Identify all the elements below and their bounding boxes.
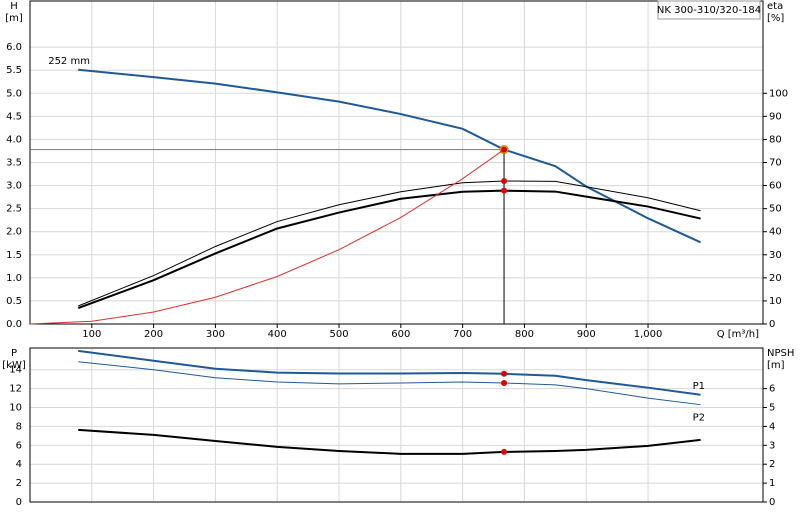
chart-title: NK 300-310/320-184 xyxy=(657,5,761,16)
x-tick-label: 1,000 xyxy=(634,329,663,340)
y-tick-label: 8 xyxy=(16,421,22,432)
x-tick-label: 400 xyxy=(268,329,287,340)
y2-tick-label: 90 xyxy=(769,111,782,122)
y2-tick-label: 4 xyxy=(769,421,775,432)
x-tick-label: 200 xyxy=(144,329,163,340)
series-line xyxy=(78,180,701,307)
x-tick-label: 500 xyxy=(329,329,348,340)
operating-point xyxy=(501,370,508,377)
y-tick-label: 1.5 xyxy=(6,250,22,261)
y2-tick-label: 6 xyxy=(769,384,775,395)
y-tick-label: 6 xyxy=(16,440,22,451)
y2-tick-label: 60 xyxy=(769,181,782,192)
y2-axis-title: NPSH xyxy=(767,348,794,359)
y2-tick-label: 40 xyxy=(769,227,782,238)
x-tick-label: 900 xyxy=(577,329,596,340)
y2-axis-unit: [%] xyxy=(767,13,784,24)
y-tick-label: 2 xyxy=(16,478,22,489)
y-tick-label: 10 xyxy=(9,403,22,414)
y2-tick-label: 0 xyxy=(769,319,775,330)
series-line xyxy=(78,68,701,244)
series-line xyxy=(78,428,701,455)
series-line xyxy=(78,349,701,396)
series-label: 252 mm xyxy=(48,56,90,67)
y2-tick-label: 5 xyxy=(769,403,775,414)
x-tick-label: 100 xyxy=(82,329,101,340)
series-line xyxy=(29,149,505,325)
series-line xyxy=(77,189,701,310)
y-tick-label: 0.5 xyxy=(6,296,22,307)
y2-tick-label: 10 xyxy=(769,296,782,307)
y2-tick-label: 30 xyxy=(769,250,782,261)
plot-frame xyxy=(29,347,764,503)
y2-tick-label: 20 xyxy=(769,273,782,284)
y-tick-label: 3.0 xyxy=(6,181,22,192)
y2-tick-label: 80 xyxy=(769,134,782,145)
y2-tick-label: 100 xyxy=(769,88,788,99)
y-tick-label: 5.5 xyxy=(6,65,22,76)
series-line xyxy=(78,361,701,406)
x-tick-label: 600 xyxy=(391,329,410,340)
series-label: P2 xyxy=(693,413,705,424)
y2-axis-title: eta xyxy=(767,1,783,12)
y2-axis-unit: [m] xyxy=(767,360,785,371)
y-tick-label: 14 xyxy=(9,365,22,376)
operating-point xyxy=(501,379,508,386)
y-tick-label: 3.5 xyxy=(6,158,22,169)
y-axis-title: P xyxy=(11,348,17,359)
y-tick-label: 0 xyxy=(16,497,22,508)
y-tick-label: 2.0 xyxy=(6,227,22,238)
operating-point xyxy=(501,177,508,184)
operating-point xyxy=(501,146,508,153)
y-tick-label: 6.0 xyxy=(6,42,22,53)
x-tick-label: 300 xyxy=(206,329,225,340)
x-tick-label: 700 xyxy=(453,329,472,340)
y2-tick-label: 0 xyxy=(769,497,775,508)
x-axis-title: Q [m³/h] xyxy=(717,329,759,340)
y2-tick-label: 2 xyxy=(769,459,775,470)
title-box xyxy=(657,0,761,20)
y-tick-label: 5.0 xyxy=(6,88,22,99)
y-tick-label: 4.0 xyxy=(6,134,22,145)
y-tick-label: 4 xyxy=(16,459,22,470)
x-tick-label: 800 xyxy=(515,329,534,340)
y-tick-label: 4.5 xyxy=(6,111,22,122)
y-axis-unit: [m] xyxy=(5,13,23,24)
series-label: P1 xyxy=(693,381,705,392)
operating-point xyxy=(501,448,508,455)
y-tick-label: 12 xyxy=(9,384,22,395)
y2-tick-label: 50 xyxy=(769,204,782,215)
y-axis-unit: [kW] xyxy=(2,360,26,371)
y-tick-label: 2.5 xyxy=(6,204,22,215)
y-tick-label: 1.0 xyxy=(6,273,22,284)
y2-tick-label: 70 xyxy=(769,158,782,169)
y2-tick-label: 3 xyxy=(769,440,775,451)
y-axis-title: H xyxy=(10,1,18,12)
operating-point xyxy=(501,187,508,194)
y2-tick-label: 1 xyxy=(769,478,775,489)
y-tick-label: 0.0 xyxy=(6,319,22,330)
